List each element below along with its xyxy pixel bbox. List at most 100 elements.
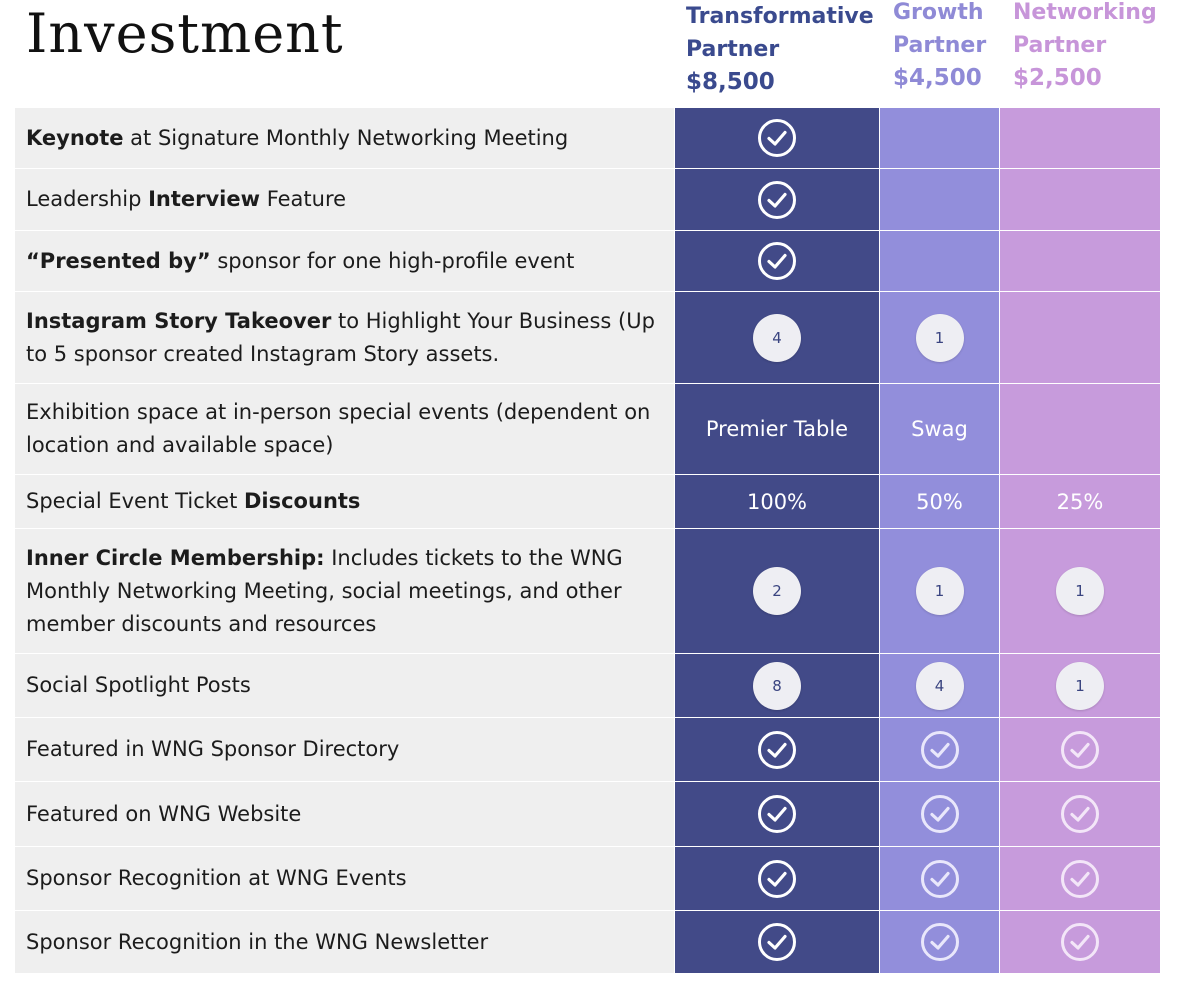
benefit-label: Featured in WNG Sponsor Directory [15,718,675,782]
check-circle-icon [758,180,796,219]
tier-name-line1: Transformative [686,4,874,29]
benefit-label-text: to Highlight Your Business (Up to 5 spon… [26,308,655,366]
cell-growth: 50% [880,475,1000,529]
cell-networking: 25% [1000,475,1160,529]
count-badge: 1 [915,313,964,362]
benefit-label: Sponsor Recognition in the WNG Newslette… [15,911,675,974]
cell-value: 25% [1056,489,1104,514]
count-badge: 4 [915,661,964,710]
tier-name-line2: Partner [1013,33,1107,58]
cell-transformative: Premier Table [675,384,880,475]
cell-networking: 1 [1000,529,1160,654]
cell-growth: 1 [880,292,1000,384]
cell-growth: 4 [880,654,1000,718]
cell-growth [880,231,1000,292]
cell-networking: 1 [1000,654,1160,718]
cell-growth [880,782,1000,847]
tier-name-line2: Partner [686,37,780,62]
benefit-label-text: Sponsor Recognition at WNG Events [26,866,407,890]
cell-growth [880,718,1000,782]
count-badge: 1 [1056,567,1104,615]
count-badge: 1 [915,567,964,615]
benefit-label-bold: Keynote [26,125,124,150]
benefit-label: Social Spotlight Posts [15,654,675,718]
cell-transformative: 2 [675,529,880,654]
cell-transformative [675,911,880,974]
cell-transformative [675,782,880,847]
check-circle-icon [758,119,796,157]
cell-networking [1000,718,1160,782]
tier-header-growth: Growth Partner $4,500 [893,0,997,95]
cell-networking [1000,292,1160,384]
check-circle-icon [1061,923,1099,961]
check-circle-icon [1061,795,1099,833]
count-badge: 1 [1056,661,1104,710]
page-title: Investment [26,2,344,65]
benefit-label: Sponsor Recognition at WNG Events [15,847,675,911]
count-badge: 2 [753,567,801,615]
benefit-label-bold: “Presented by” [26,248,211,273]
benefit-label-bold: Instagram Story Takeover [26,308,332,333]
benefit-label: Inner Circle Membership: Includes ticket… [15,529,675,654]
check-circle-icon [758,795,796,833]
benefit-label: Exhibition space at in-person special ev… [15,384,675,475]
benefit-label: Instagram Story Takeover to Highlight Yo… [15,292,675,384]
cell-transformative [675,847,880,911]
cell-transformative: 100% [675,475,880,529]
tier-header-transformative: Transformative Partner $8,500 [686,0,876,99]
tier-price: $8,500 [686,69,775,95]
benefit-label-text: Featured in WNG Sponsor Directory [26,737,400,761]
cell-growth: Swag [880,384,1000,475]
benefit-label-text: Featured on WNG Website [26,801,302,826]
cell-transformative [675,169,880,231]
cell-growth [880,911,1000,974]
benefit-label: “Presented by” sponsor for one high-prof… [15,231,675,292]
tier-name-line2: Partner [893,33,987,58]
benefit-label-text: Feature [260,187,347,211]
cell-value: 100% [746,489,808,514]
benefit-label-text: Includes tickets to the WNG Monthly Netw… [26,545,623,636]
tier-header-networking: Networking Partner $2,500 [1013,0,1163,95]
cell-growth [880,108,1000,169]
benefit-label-bold: Inner Circle Membership: [26,545,325,570]
benefit-label: Featured on WNG Website [15,782,675,847]
cell-networking [1000,782,1160,847]
cell-growth [880,847,1000,911]
check-circle-icon [1061,859,1099,898]
tier-name-line1: Growth [893,0,984,25]
check-circle-icon [920,859,959,898]
cell-value: Premier Table [705,417,849,441]
benefit-label-bold: Discounts [243,489,361,513]
cell-value: 50% [916,489,963,514]
benefit-label-text: Leadership [26,187,149,211]
benefits-table: Keynote at Signature Monthly Networking … [15,108,1160,974]
tier-price: $2,500 [1013,65,1102,91]
cell-networking [1000,231,1160,292]
benefit-label-bold: Interview [148,187,261,211]
check-circle-icon [920,730,959,769]
check-circle-icon [758,730,796,769]
benefit-label-text: Social Spotlight Posts [26,673,251,697]
cell-transformative: 8 [675,654,880,718]
cell-networking [1000,911,1160,974]
cell-networking [1000,108,1160,169]
cell-transformative [675,231,880,292]
benefit-label-text: Sponsor Recognition in the WNG Newslette… [26,929,489,954]
check-circle-icon [758,242,796,280]
benefit-label: Keynote at Signature Monthly Networking … [15,108,675,169]
benefit-label-text: sponsor for one high-profile event [210,248,575,273]
cell-transformative [675,108,880,169]
benefit-label-text: Special Event Ticket [26,489,244,513]
check-circle-icon [920,923,959,961]
cell-transformative [675,718,880,782]
cell-value: Swag [911,417,968,441]
tier-price: $4,500 [893,65,982,91]
count-badge: 4 [753,313,801,362]
check-circle-icon [758,859,796,898]
check-circle-icon [920,795,959,833]
cell-networking [1000,169,1160,231]
cell-transformative: 4 [675,292,880,384]
cell-growth: 1 [880,529,1000,654]
benefit-label-text: at Signature Monthly Networking Meeting [123,125,569,150]
check-circle-icon [1061,730,1099,769]
